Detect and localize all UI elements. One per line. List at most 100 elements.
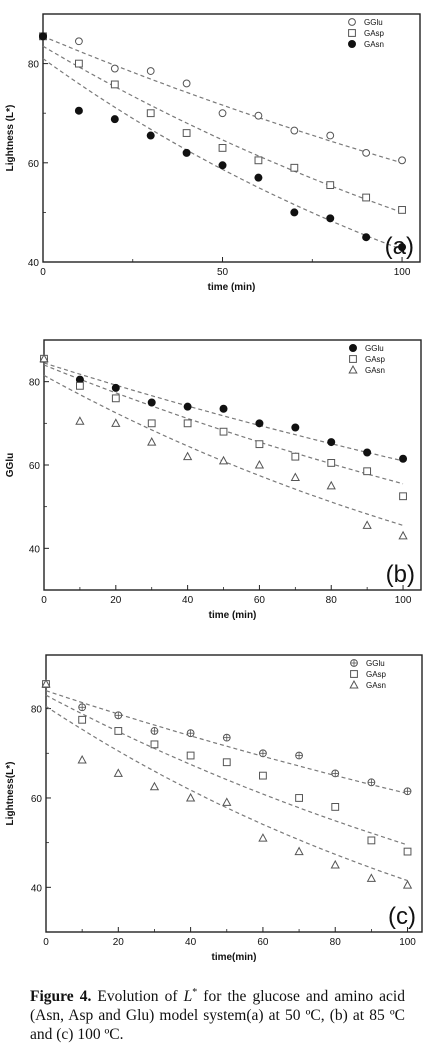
panel-2-x-tick-label: 40 bbox=[182, 595, 194, 606]
panel-1-plot-frame bbox=[42, 13, 421, 263]
panel-1-point-gasn bbox=[326, 214, 335, 223]
panel-3-point-gasp bbox=[150, 740, 159, 749]
panel-1-point-gasp bbox=[218, 144, 227, 152]
panel-1-x-tick-label: 50 bbox=[217, 267, 229, 278]
panel-1-point-gasp bbox=[182, 129, 191, 137]
panel-3-point-gasp bbox=[367, 836, 376, 845]
panel-3-point-gasn bbox=[113, 768, 123, 777]
figure-caption: Figure 4. Evolution of L* for the glucos… bbox=[30, 983, 405, 1044]
panel-1-point-gasn bbox=[39, 32, 48, 41]
panel-3-fit-line-gasp bbox=[45, 694, 408, 846]
panel-3-point-gasn bbox=[330, 859, 340, 869]
panel-2: 0 20 40 60 80 100 40 60 80 time (min) GGlu GGlu GAsp… bbox=[5, 339, 422, 621]
panel-2-y-tick-label: 60 bbox=[29, 461, 41, 472]
panel-3-point-gasp bbox=[331, 803, 340, 811]
panel-1-point-gasp bbox=[110, 80, 119, 89]
panel-3-point-gasp bbox=[78, 715, 87, 724]
panel-3-fit-line-gasn bbox=[45, 705, 408, 882]
panel-2-y-tick-label: 40 bbox=[29, 544, 41, 555]
panel-2-point-gasn bbox=[290, 472, 300, 481]
panel-1-y-axis-title: Lightness (L*) bbox=[5, 105, 16, 172]
caption-text-before: Evolution of bbox=[91, 988, 184, 1006]
panel-1-panel-label: (a) bbox=[385, 233, 414, 260]
panel-2-legend-marker-gglu bbox=[348, 343, 357, 352]
panel-3-point-gglu bbox=[259, 749, 267, 758]
panel-2-point-gasp bbox=[291, 452, 300, 461]
panel-3-point-gglu bbox=[114, 711, 123, 720]
panel-2-legend-label-gglu: GGlu bbox=[365, 344, 384, 353]
panel-3-point-gglu bbox=[367, 778, 376, 787]
panel-1-y-tick-label: 60 bbox=[28, 159, 40, 170]
panel-3-x-tick-label: 40 bbox=[185, 937, 197, 948]
panel-3-point-gasn bbox=[185, 792, 196, 802]
panel-3-legend-label-gglu: GGlu bbox=[366, 659, 385, 668]
panel-2-point-gasn bbox=[39, 353, 49, 363]
panel-3-point-gglu bbox=[186, 729, 195, 738]
panel-2-x-tick-label: 100 bbox=[395, 595, 412, 606]
panel-1-point-gglu bbox=[326, 131, 335, 140]
panel-1-point-gasp bbox=[362, 193, 371, 202]
panel-3-point-gasn bbox=[149, 781, 160, 791]
panel-2-point-gglu bbox=[183, 402, 192, 411]
panel-1-point-gglu bbox=[398, 156, 406, 165]
panel-1-point-gasn bbox=[398, 243, 407, 252]
panel-3-x-tick-label: 100 bbox=[399, 937, 416, 948]
panel-3-point-gasp bbox=[403, 847, 412, 856]
panel-1-point-gasp bbox=[254, 156, 263, 165]
caption-text-after: for the glucose and amino acid (Asn, Asp… bbox=[30, 988, 405, 1044]
panel-2-x-tick-label: 20 bbox=[110, 595, 122, 606]
panel-1-point-gasp bbox=[398, 206, 406, 214]
panel-2-legend-marker-gasp bbox=[349, 355, 357, 363]
panel-1-point-gglu bbox=[182, 79, 191, 88]
panel-3-point-gasn bbox=[402, 880, 413, 889]
panel-2-point-gasn bbox=[218, 455, 229, 465]
panel-1-point-gglu bbox=[362, 148, 371, 157]
panel-2-point-gasn bbox=[111, 418, 121, 427]
panel-2-legend-marker-gasn bbox=[348, 364, 358, 374]
caption-superscript: * bbox=[192, 987, 198, 998]
panel-2-point-gasn bbox=[147, 437, 157, 446]
panel-3-x-tick-label: 60 bbox=[257, 937, 269, 948]
panel-2-point-gasp bbox=[363, 467, 372, 476]
panel-1-fit-line-gasn bbox=[42, 58, 403, 251]
panel-2-point-gglu bbox=[147, 398, 156, 407]
panel-2-y-axis-title: GGlu bbox=[5, 453, 16, 477]
panel-2-point-gglu bbox=[399, 454, 408, 463]
panel-2-point-gasn bbox=[326, 480, 336, 490]
panel-1-series-gasp bbox=[39, 32, 406, 214]
panel-2-point-gasn bbox=[182, 451, 193, 461]
panel-3-legend-marker-gglu bbox=[350, 659, 358, 667]
panel-1-point-gasp bbox=[146, 109, 155, 118]
panel-1-point-gglu bbox=[110, 64, 119, 73]
panel-3-point-gglu bbox=[78, 703, 87, 712]
panel-1-legend-marker-gglu bbox=[348, 18, 356, 26]
panel-3-legend-label-gasn: GAsn bbox=[366, 681, 386, 690]
panel-1-point-gasp bbox=[290, 163, 299, 172]
panel-2-fit-line-gglu bbox=[43, 362, 404, 462]
panel-3-x-axis-title: time(min) bbox=[212, 952, 257, 963]
panel-3-point-gglu bbox=[222, 733, 231, 742]
panel-2-plot-frame bbox=[43, 339, 422, 591]
panel-2-legend-label-gasn: GAsn bbox=[365, 366, 385, 375]
panel-2-x-tick-label: 80 bbox=[326, 595, 338, 606]
panel-3-fit-line-gglu bbox=[45, 690, 408, 795]
panel-3-point-gasn bbox=[41, 678, 51, 688]
panel-2-point-gglu bbox=[111, 383, 120, 392]
panel-1-point-gasn bbox=[146, 131, 155, 140]
panel-3-point-gglu bbox=[331, 769, 340, 778]
panel-3-panel-label: (c) bbox=[388, 903, 416, 930]
panel-3-y-tick-label: 60 bbox=[31, 794, 43, 805]
panel-2-panel-label: (b) bbox=[386, 561, 415, 588]
panel-2-point-gasp bbox=[147, 419, 156, 428]
panel-1-x-axis-title: time (min) bbox=[208, 282, 256, 293]
panel-2-point-gglu bbox=[291, 423, 300, 432]
panel-1-series-gasn bbox=[39, 32, 407, 252]
panel-2-point-gasn bbox=[254, 459, 265, 469]
panel-2-fit-line-gasp bbox=[43, 364, 404, 485]
panel-3-x-tick-label: 0 bbox=[43, 937, 49, 948]
panel-1: 0 50 100 40 60 80 time (min) Lightness (L*) GGlu… bbox=[5, 13, 421, 293]
panel-1-fit-line-gglu bbox=[42, 35, 403, 164]
panel-1-legend-label-gasn: GAsn bbox=[364, 40, 384, 49]
panel-2-series-gasp bbox=[40, 354, 407, 501]
panel-3-point-gasp bbox=[186, 751, 195, 760]
